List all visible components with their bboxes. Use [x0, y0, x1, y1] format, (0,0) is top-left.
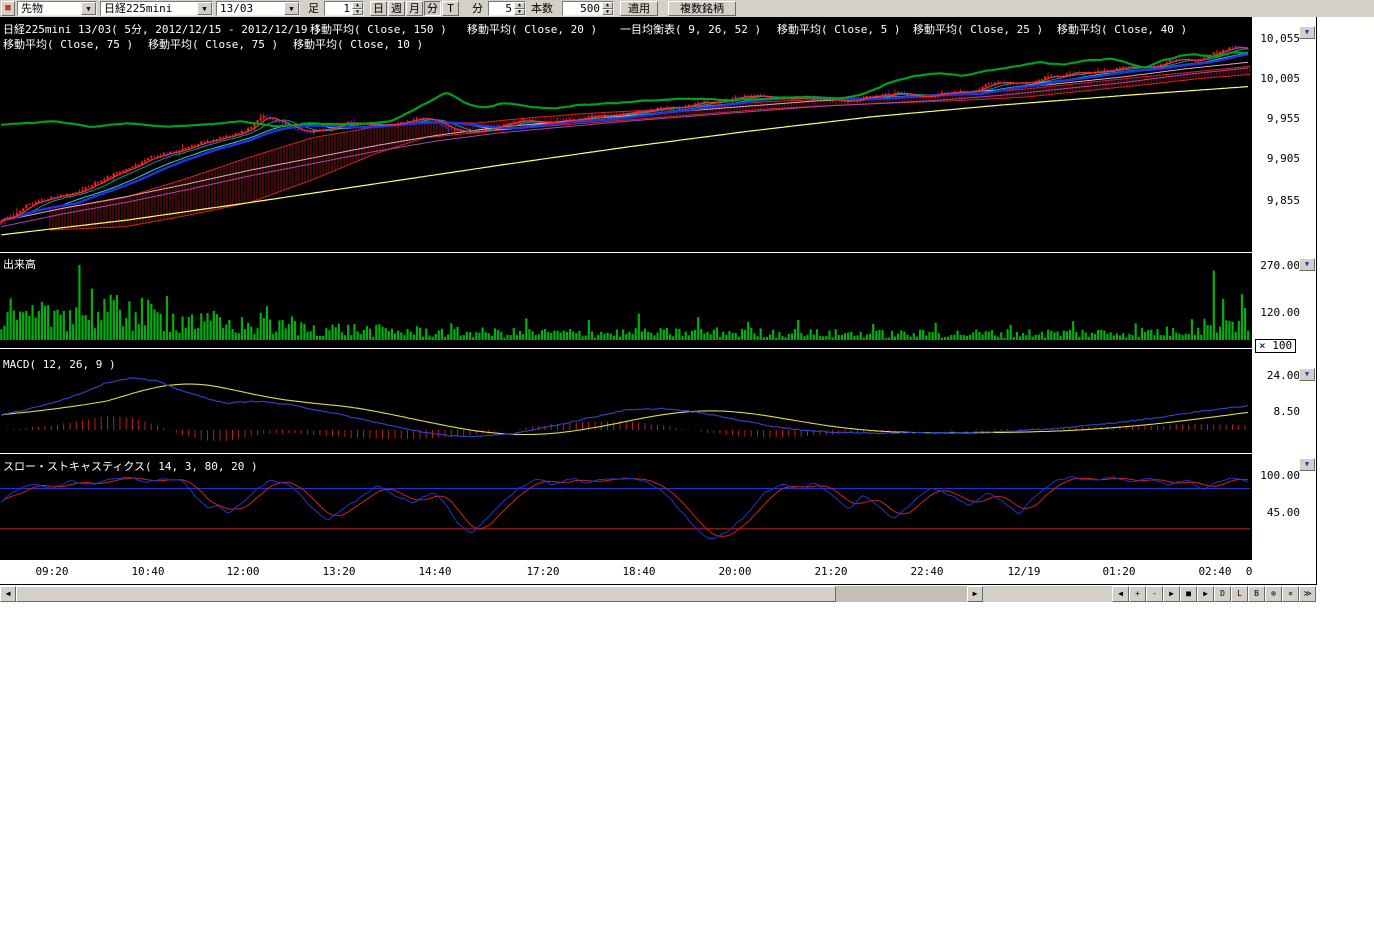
period-tick-button[interactable]: T [442, 1, 459, 16]
price-axis-label: 9,905 [1254, 152, 1300, 165]
multi-symbol-button[interactable]: 複数銘柄 [668, 1, 736, 16]
price-axis-label: 10,055 [1254, 32, 1300, 45]
time-axis-label: 12:00 [226, 565, 259, 578]
toolbar: ■ 先物 ▼ 日経225mini ▼ 13/03 ▼ 足 1 ▲▼ 日 週 月 … [0, 0, 1374, 17]
indicator-legend: 移動平均( Close, 5 ) [777, 21, 900, 37]
bar-interval-value: 1 [325, 2, 352, 15]
time-axis-label: 20:00 [718, 565, 751, 578]
divider [0, 584, 1317, 585]
zoom-out-button[interactable]: - [1146, 586, 1163, 602]
stochastics-pane-label: スロー・ストキャスティクス( 14, 3, 80, 20 ) [3, 458, 258, 474]
indicator-legend: 移動平均( Close, 150 ) [310, 21, 447, 37]
price-axis: × 100 10,055 10,005 9,955 9,905 9,855 270.00 1… [1252, 17, 1317, 584]
period-minute-button[interactable]: 分 [424, 1, 441, 16]
product-type-combobox[interactable]: 先物 ▼ [17, 1, 97, 16]
indicator-legend: 一目均衡表( 9, 26, 52 ) [620, 21, 761, 37]
chart-plot[interactable]: 出来高 MACD( 12, 26, 9 ) スロー・ストキャスティクス( 14,… [0, 17, 1252, 560]
stochastics-axis-label: 45.00 [1254, 506, 1300, 519]
price-axis-label: 10,005 [1254, 72, 1300, 85]
fast-forward-button[interactable]: ≫ [1299, 586, 1316, 602]
mode-l-button[interactable]: L [1231, 586, 1248, 602]
time-axis-label: 21:20 [814, 565, 847, 578]
volume-axis-label: 120.00 [1254, 306, 1300, 319]
time-axis-label: 01:20 [1102, 565, 1135, 578]
chart-canvas [0, 17, 1252, 560]
scale-dropdown-button[interactable]: ▼ [1299, 26, 1315, 39]
spin-down-icon[interactable]: ▼ [602, 9, 613, 16]
indicator-legend: 移動平均( Close, 40 ) [1057, 21, 1187, 37]
time-axis-label: 10:40 [131, 565, 164, 578]
macd-axis-label: 24.00 [1254, 369, 1300, 382]
scrollbar-thumb[interactable] [16, 586, 836, 602]
chevron-down-icon[interactable]: ▼ [81, 2, 96, 15]
jump-start-button[interactable]: ◀ [1112, 586, 1129, 602]
stop-button[interactable]: ■ [1180, 586, 1197, 602]
bar-label: 足 [308, 1, 319, 16]
volume-multiplier-box: × 100 [1255, 339, 1296, 353]
mode-d-button[interactable]: D [1214, 586, 1231, 602]
scrollbar-spacer [983, 586, 1112, 602]
time-axis-label: 09:20 [35, 565, 68, 578]
chevron-down-icon[interactable]: ▼ [197, 2, 212, 15]
minutes-value: 5 [489, 2, 514, 15]
time-axis-label: 02:40 [1198, 565, 1231, 578]
time-axis-label: 0 [1246, 565, 1252, 578]
time-axis-label: 17:20 [526, 565, 559, 578]
jump-end-button[interactable]: ▶ [1163, 586, 1180, 602]
stochastics-axis-label: 100.00 [1254, 469, 1300, 482]
spin-down-icon[interactable]: ▼ [514, 9, 525, 16]
period-day-button[interactable]: 日 [370, 1, 387, 16]
bar-count-value: 500 [563, 2, 602, 15]
chevron-down-icon[interactable]: ▼ [284, 2, 299, 15]
price-axis-label: 9,955 [1254, 112, 1300, 125]
bar-interval-spinner[interactable]: 1 ▲▼ [324, 1, 364, 16]
app-icon-button[interactable]: ■ [1, 1, 15, 16]
bar-count-spinner[interactable]: 500 ▲▼ [562, 1, 614, 16]
contract-month-combobox[interactable]: 13/03 ▼ [216, 1, 300, 16]
app-icon: ■ [5, 3, 10, 13]
time-axis-label: 22:40 [910, 565, 943, 578]
close-button[interactable]: × [1282, 586, 1299, 602]
play-button[interactable]: ▶ [1197, 586, 1214, 602]
indicator-legend: 移動平均( Close, 25 ) [913, 21, 1043, 37]
scale-dropdown-button[interactable]: ▼ [1299, 258, 1315, 271]
indicator-legend: 移動平均( Close, 75 ) [148, 36, 278, 52]
scrollbar-track[interactable] [836, 586, 967, 602]
indicator-legend: 日経225mini 13/03( 5分, 2012/12/15 - 2012/1… [3, 21, 321, 37]
macd-pane-label: MACD( 12, 26, 9 ) [3, 358, 116, 371]
scale-dropdown-button[interactable]: ▼ [1299, 458, 1315, 471]
period-week-button[interactable]: 週 [388, 1, 405, 16]
indicator-legend: 移動平均( Close, 20 ) [467, 21, 597, 37]
time-axis: 09:20 10:40 12:00 13:20 14:40 17:20 18:40 20:00… [0, 560, 1252, 584]
time-axis-label: 12/19 [1007, 565, 1040, 578]
scrollbar-row: ◀▶◀+-▶■▶DLB⊕×≫ [0, 586, 1317, 602]
minute-label: 分 [472, 1, 483, 16]
indicator-legend: 移動平均( Close, 10 ) [293, 36, 423, 52]
scroll-left-button[interactable]: ◀ [0, 586, 16, 602]
zoom-in-button[interactable]: + [1129, 586, 1146, 602]
product-type-value: 先物 [18, 2, 81, 15]
contract-month-value: 13/03 [217, 2, 284, 15]
time-axis-label: 18:40 [622, 565, 655, 578]
price-axis-label: 9,855 [1254, 194, 1300, 207]
bar-count-label: 本数 [531, 1, 553, 16]
mode-b-button[interactable]: B [1248, 586, 1265, 602]
apply-button[interactable]: 適用 [620, 1, 658, 16]
time-axis-label: 13:20 [322, 565, 355, 578]
volume-axis-label: 270.00 [1254, 259, 1300, 272]
scale-dropdown-button[interactable]: ▼ [1299, 368, 1315, 381]
crosshair-button[interactable]: ⊕ [1265, 586, 1282, 602]
minutes-spinner[interactable]: 5 ▲▼ [488, 1, 526, 16]
spin-down-icon[interactable]: ▼ [352, 9, 363, 16]
indicator-legend: 移動平均( Close, 75 ) [3, 36, 133, 52]
symbol-combobox[interactable]: 日経225mini ▼ [100, 1, 213, 16]
scroll-right-button[interactable]: ▶ [967, 586, 983, 602]
period-month-button[interactable]: 月 [406, 1, 423, 16]
volume-pane-label: 出来高 [3, 256, 36, 272]
time-axis-label: 14:40 [418, 565, 451, 578]
symbol-value: 日経225mini [101, 2, 197, 15]
macd-axis-label: 8.50 [1254, 405, 1300, 418]
